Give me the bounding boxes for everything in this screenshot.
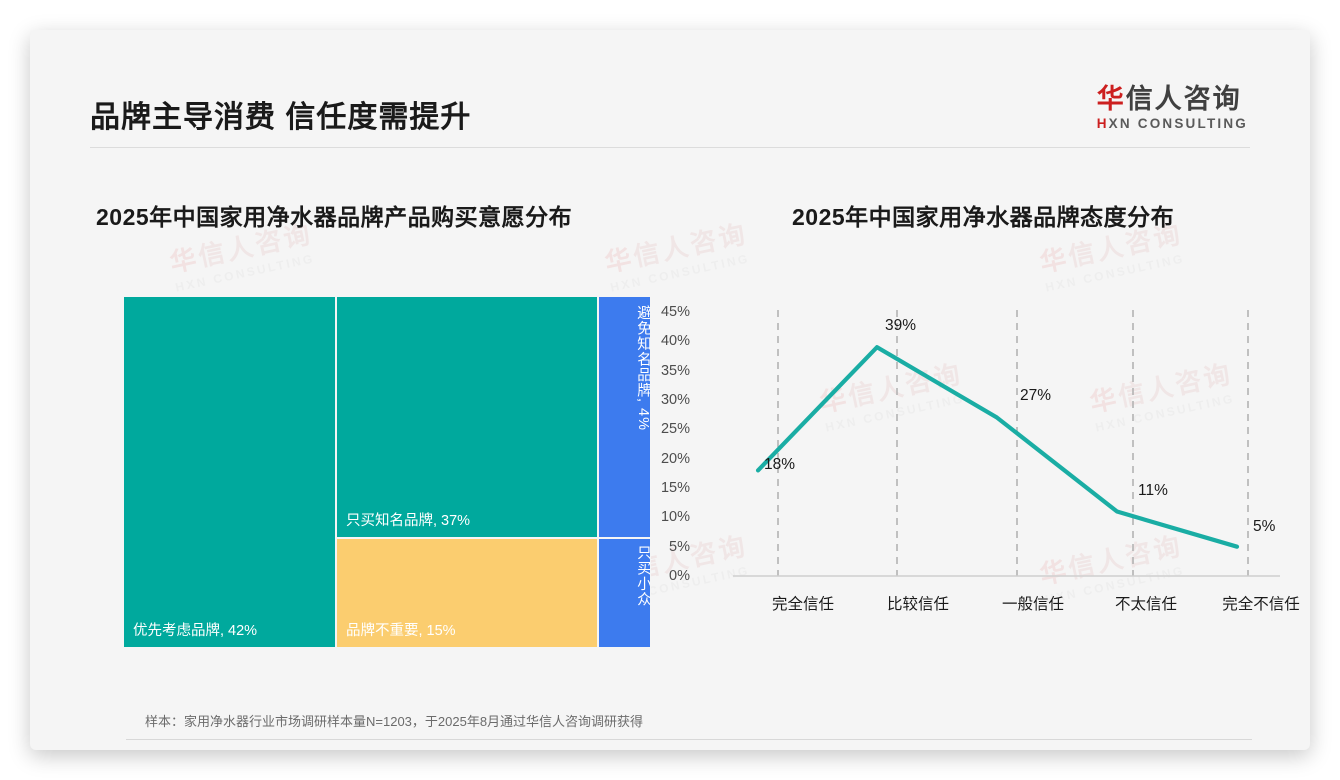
logo-english-rest: XN CONSULTING [1108,116,1248,132]
x-axis-tick: 比较信任 [886,596,950,613]
y-axis-tick: 45% [660,304,690,320]
left-chart-title: 2025年中国家用净水器品牌产品购买意愿分布 [96,204,573,230]
logo-english-first-char: H [1096,116,1109,132]
y-axis-tick: 20% [660,450,690,467]
y-axis-tick: 25% [660,421,690,438]
page-title: 品牌主导消费 信任度需提升 [90,101,472,134]
logo-english: HXN CONSULTING [1097,116,1248,131]
y-axis-tick: 5% [669,538,690,555]
y-axis-tick: 40% [660,333,690,350]
data-label: 18% [764,456,796,473]
line-chart-plot [733,310,1280,577]
x-axis-tick: 不太信任 [1114,596,1178,613]
data-series-line [755,345,1240,549]
data-label: 39% [885,317,917,334]
right-chart-title: 2025年中国家用净水器品牌态度分布 [792,204,1175,230]
logo-chinese-rest: 信人咨询 [1125,84,1242,114]
treemap-tile-label: 避免知名品牌, 4% [635,305,651,432]
watermark-cn-red: 华 [167,242,202,278]
watermark-cn-red: 华 [1037,242,1072,278]
slide-card: 华信人咨询 HXN CONSULTING 华信人咨询 HXN CONSULTIN… [30,30,1310,750]
header-divider [90,147,1250,148]
x-axis-tick: 一般信任 [1001,596,1065,613]
treemap-chart: 优先考虑品牌, 42% 只买知名品牌, 37% 品牌不重要, 15% 避免知名品… [123,296,651,648]
y-axis-tick: 30% [660,392,690,408]
watermark-cn-red: 华 [602,242,637,278]
watermark-en: HXN CONSULTING [609,251,751,295]
data-label: 11% [1138,482,1168,499]
treemap-tile-label: 只买小众 [635,545,651,607]
data-label: 27% [1020,387,1052,404]
y-axis-tick: 0% [669,568,690,584]
treemap-tile-famous-only[interactable]: 只买知名品牌, 37% [336,296,598,538]
x-axis-tick: 完全信任 [771,596,835,613]
footer-copyright: ©2025.10 HXR华信人咨询 [130,749,283,750]
x-axis-tick: 完全不信任 [1222,596,1300,613]
treemap-tile-avoid-famous[interactable]: 避免知名品牌, 4% [598,296,651,538]
brand-logo: 华信人咨询 HXN CONSULTING [1097,85,1248,132]
watermark: 华信人咨询 HXN CONSULTING [601,213,754,294]
treemap-tile-priority-brand[interactable]: 优先考虑品牌, 42% [123,296,336,648]
footer-website[interactable]: www.hxrcon.com [1114,749,1212,750]
logo-chinese: 华信人咨询 [1097,85,1248,113]
source-note: 样本：家用净水器行业市场调研样本量N=1203，于2025年8月通过华信人咨询调… [145,714,644,729]
line-chart: 45% 40% 35% 30% 25% 20% 15% 10% 5% 0% 18… [661,292,1300,632]
treemap-tile-label: 品牌不重要, 15% [346,623,456,639]
treemap-tile-label: 优先考虑品牌, 42% [133,623,258,639]
watermark-cn-rest: 信人咨询 [630,218,751,272]
watermark-en: HXN CONSULTING [1044,251,1186,295]
treemap-tile-label: 只买知名品牌, 37% [346,513,471,529]
treemap-tile-niche-only[interactable]: 只买小众 [598,538,651,648]
y-axis-tick: 35% [660,362,690,379]
data-label: 5% [1253,518,1276,535]
watermark-en: HXN CONSULTING [174,251,316,295]
logo-chinese-first-char: 华 [1096,84,1126,114]
y-axis-tick: 10% [660,509,690,526]
footer-divider [126,739,1252,740]
y-axis-tick: 15% [660,480,690,496]
treemap-tile-brand-unimportant[interactable]: 品牌不重要, 15% [336,538,598,648]
